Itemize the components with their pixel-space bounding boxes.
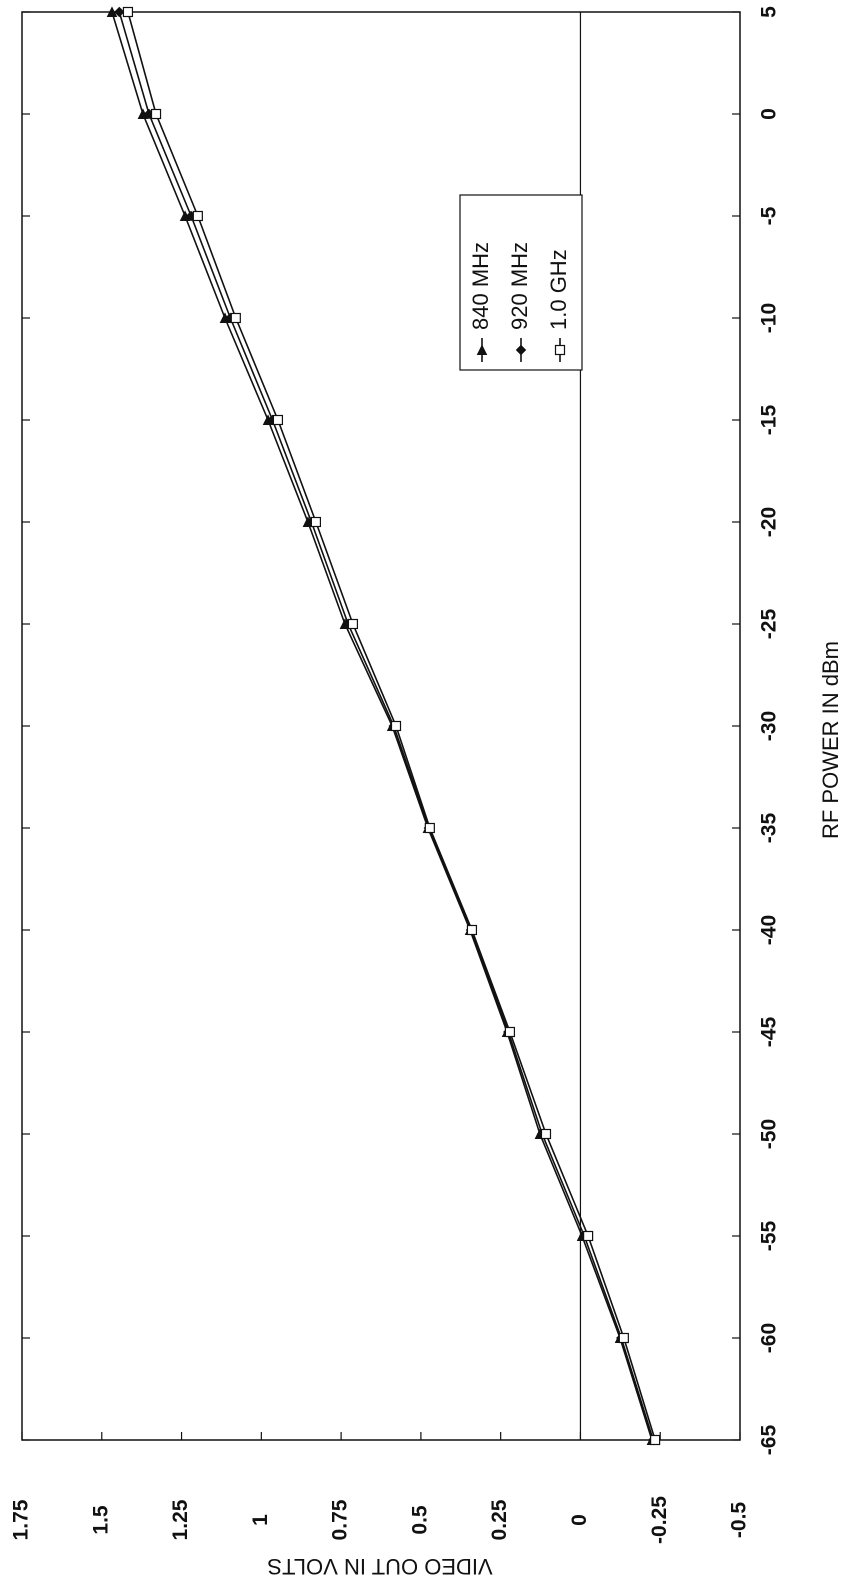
marker [466,924,478,936]
x-tick-label: 0 [758,108,781,120]
y-tick-label: 0 [568,1514,591,1526]
x-tick-label: -50 [758,1119,781,1149]
rotated-chart: RF POWER IN dBm VIDEO OUT IN VOLTS -65 -6… [10,6,843,1579]
marker [122,6,134,18]
x-tick-label: -35 [758,813,781,844]
x-tick-label: -45 [758,1017,781,1048]
x-tick-label: 5 [758,6,781,18]
y-tick-label: 0.25 [488,1499,511,1540]
y-tick-label: 1.25 [169,1499,192,1540]
x-tick-label: -10 [758,303,781,333]
y-tick-label: 1.5 [89,1505,112,1535]
marker [230,312,241,324]
x-tick-label: -30 [758,711,781,741]
y-tick-label: 1 [249,1514,272,1526]
x-tick-label: -20 [758,507,781,537]
legend-label: 840 MHz [468,242,493,330]
y-tick-label: 1.75 [10,1499,33,1540]
marker [310,516,322,528]
x-tick-label: -60 [758,1323,781,1353]
marker [540,1128,552,1140]
y-tick-label: 0.75 [329,1499,352,1540]
y-tick-label: -0.5 [728,1502,751,1539]
marker [650,1434,661,1446]
marker [390,720,402,732]
marker [424,822,435,834]
marker [583,1230,594,1242]
legend-marker [554,344,566,356]
marker [618,1332,629,1344]
x-tick-label: -5 [758,206,781,225]
x-axis-title: RF POWER IN dBm [818,641,843,839]
x-tick-label: -40 [758,915,781,945]
legend-marker [476,344,488,355]
legend-label: 1.0 GHz [546,249,571,330]
marker [272,414,284,426]
x-tick-label: -25 [758,609,781,640]
legend-label: 920 MHz [507,242,532,330]
x-tick-label: -15 [758,405,781,436]
legend-box [459,194,583,371]
marker [504,1026,516,1038]
plot-frame [21,11,741,1441]
x-tick-label: -65 [758,1425,781,1456]
y-axis-title: VIDEO OUT IN VOLTS [267,1554,492,1579]
y-tick-label: 0.5 [408,1505,431,1535]
legend-marker [515,344,527,356]
marker [347,618,359,630]
marker [150,108,162,120]
x-tick-label: -55 [758,1221,781,1252]
marker [192,210,203,222]
y-tick-label: -0.25 [648,1496,671,1544]
